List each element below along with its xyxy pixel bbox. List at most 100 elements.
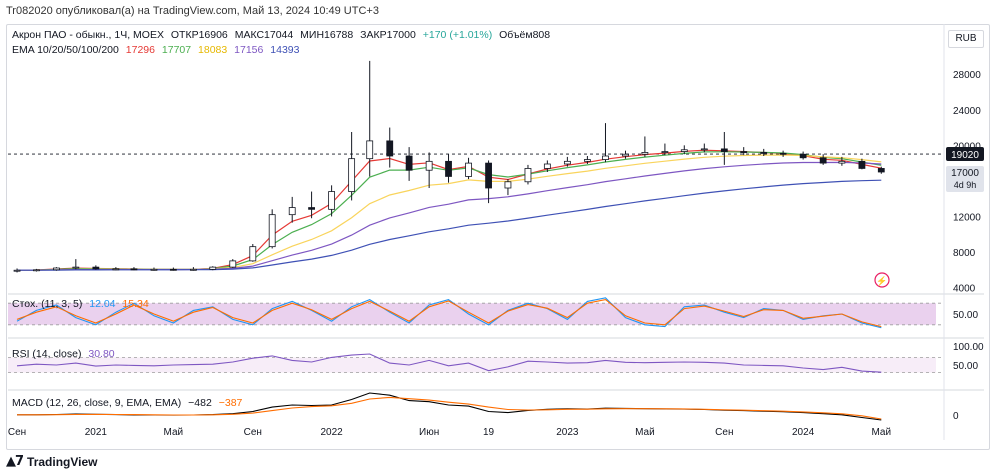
- lightning-icon: [874, 272, 890, 288]
- candle-body: [425, 160, 433, 171]
- ema10-value: 17296: [125, 44, 155, 56]
- candle-body: [348, 158, 356, 192]
- legend-symbol[interactable]: Акрон ПАО - обыкн., 1Ч, MOEX: [12, 29, 164, 41]
- candle-body: [622, 153, 629, 157]
- last-price-label: 19020: [951, 150, 979, 161]
- ema20-value: 17707: [161, 44, 192, 56]
- candle-body: [13, 269, 21, 272]
- candle-body: [405, 155, 413, 171]
- candle-body: [229, 260, 237, 268]
- x-tick-label: Май: [164, 427, 184, 438]
- lightning-glyph: ⚡: [876, 275, 887, 287]
- candle-body: [524, 168, 532, 183]
- candle-body: [92, 266, 100, 270]
- bar-countdown-label: 4d 9h: [954, 180, 977, 190]
- candle-body: [720, 148, 728, 152]
- candle-body: [485, 162, 492, 189]
- x-tick-label: 2021: [85, 427, 108, 438]
- footer-brand[interactable]: ▲7 TradingView: [6, 454, 98, 469]
- candle-body: [680, 149, 688, 152]
- stoch-legend: Стох. (11, 3, 5) 12.04 15.34: [12, 298, 153, 310]
- candle-body: [189, 268, 197, 271]
- candle-body: [819, 157, 827, 164]
- x-tick-label: 2023: [556, 427, 579, 438]
- legend-open: ОТКР16906: [170, 29, 228, 41]
- candle-body: [268, 214, 276, 248]
- y-tick-label: 8000: [953, 248, 976, 259]
- candle-body: [740, 151, 748, 153]
- main-legend: Акрон ПАО - обыкн., 1Ч, MOEX ОТКР16906 М…: [12, 29, 554, 41]
- x-tick-label: Сен: [244, 427, 262, 438]
- stoch-label[interactable]: Стох. (11, 3, 5): [12, 298, 83, 310]
- rsi-line: [16, 353, 882, 373]
- ema-label[interactable]: EMA 10/20/50/100/200: [12, 44, 119, 56]
- rsi-legend: RSI (14, close) 30.80: [12, 348, 119, 360]
- stoch-tick-label: 50.00: [953, 310, 978, 321]
- macd-tick-label: 0: [953, 411, 959, 422]
- x-tick-label: 19: [483, 427, 495, 438]
- rsi-label[interactable]: RSI (14, close): [12, 348, 82, 360]
- y-tick-label: 20000: [953, 141, 981, 152]
- x-tick-label: Май: [635, 427, 655, 438]
- candle-body: [543, 163, 551, 169]
- candle-body: [799, 153, 807, 159]
- y-tick-label: 24000: [953, 106, 981, 117]
- candle-body: [779, 152, 787, 155]
- candle-body: [53, 267, 60, 271]
- ema200-line: [17, 179, 882, 271]
- tradingview-logo-icon: ▲7: [6, 454, 24, 469]
- candle-body: [760, 152, 768, 154]
- candle-body: [602, 155, 609, 160]
- candle-body: [249, 246, 257, 262]
- candle-body: [661, 151, 669, 153]
- legend-volume: Объём808: [499, 29, 551, 41]
- candle-body: [504, 181, 512, 189]
- candle-body: [445, 160, 452, 177]
- ema-legend: EMA 10/20/50/100/200 17296 17707 18083 1…: [12, 44, 303, 56]
- candle-body: [130, 268, 138, 271]
- ema100-value: 17156: [234, 44, 264, 56]
- x-tick-label: Сен: [8, 427, 26, 438]
- ema100-line: [17, 161, 882, 271]
- x-tick-label: Июн: [419, 427, 439, 438]
- candle-body: [838, 160, 846, 164]
- candle-body: [150, 268, 158, 271]
- candle-body: [386, 140, 394, 157]
- candle-body: [308, 207, 315, 210]
- macd-signal-value: −387: [218, 397, 243, 409]
- stoch-d-line: [16, 299, 882, 328]
- ema200-value: 14393: [270, 44, 300, 56]
- candle-body: [465, 162, 472, 177]
- macd-legend: MACD (12, 26, close, 9, EMA, EMA) −482 −…: [12, 397, 246, 409]
- macd-signal-line: [17, 396, 882, 420]
- legend-change: +170 (+1.01%): [422, 29, 493, 41]
- y-tick-label: 28000: [953, 70, 981, 81]
- y-tick-label: 12000: [953, 212, 981, 223]
- rsi-tick-label: 50.00: [953, 361, 978, 372]
- publish-header: Tr082020 опубликовал(а) на TradingView.c…: [6, 5, 379, 17]
- chart-frame: [6, 24, 990, 450]
- candle-body: [700, 148, 708, 151]
- currency-button[interactable]: RUB: [948, 30, 984, 48]
- candle-body: [33, 269, 40, 272]
- x-tick-label: 2024: [792, 427, 815, 438]
- close-price-label: 17000: [951, 168, 979, 179]
- macd-value: −482: [188, 397, 212, 409]
- legend-high: МАКС17044: [234, 29, 294, 41]
- candle-body: [563, 160, 571, 165]
- rsi-value: 30.80: [88, 348, 115, 360]
- last-price-badge: [946, 147, 984, 162]
- stoch-k-value: 12.04: [89, 298, 116, 310]
- close-price-badge: [946, 166, 984, 192]
- candle-body: [288, 207, 296, 216]
- stoch-d-value: 15.34: [122, 298, 149, 310]
- candle-body: [583, 159, 591, 162]
- candle-body: [877, 168, 885, 173]
- candle-body: [641, 152, 649, 155]
- candle-body: [112, 268, 120, 271]
- candle-body: [209, 266, 217, 270]
- candle-body: [328, 191, 336, 210]
- y-tick-label: 4000: [953, 284, 976, 295]
- macd-label[interactable]: MACD (12, 26, close, 9, EMA, EMA): [12, 397, 182, 409]
